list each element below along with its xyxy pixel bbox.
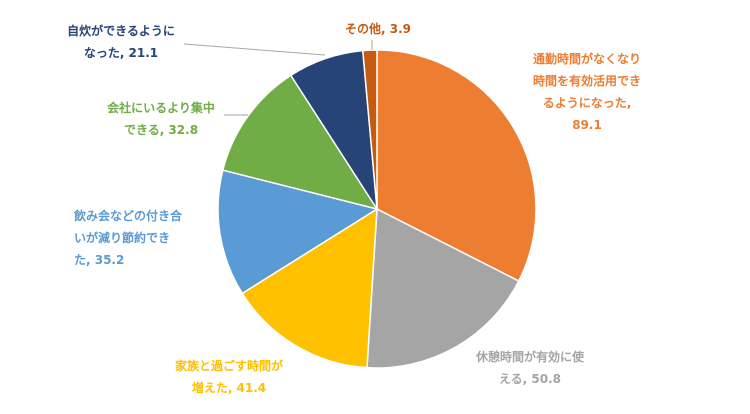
- label-family: 家族と過ごす時間が 増えた, 41.4: [174, 359, 284, 395]
- pie-slice: [376, 49, 537, 283]
- leader-line-cooking: [183, 43, 326, 56]
- label-focus: 会社にいるより集中 できる, 32.8: [107, 101, 215, 137]
- label-break: 休憩時間が有効に使 える, 50.8: [475, 350, 584, 386]
- pie-slice: [366, 207, 520, 369]
- pie-slice: [221, 74, 379, 211]
- pie-slice: [241, 207, 378, 369]
- label-other: その他, 3.9: [345, 22, 411, 36]
- label-commute: 通勤時間がなくなり 時間を有効活用でき るようになった, 89.1: [532, 52, 641, 132]
- label-cooking: 自炊ができるように なった, 21.1: [67, 24, 175, 60]
- pie-slice: [362, 49, 378, 210]
- label-drinking: 飲み会などの付き合 いが減り節約でき た, 35.2: [74, 209, 183, 267]
- pie-slice: [217, 169, 379, 295]
